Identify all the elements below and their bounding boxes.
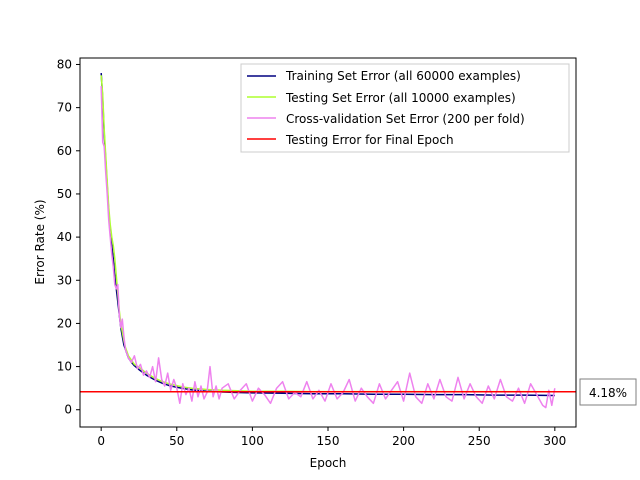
y-tick-label: 20: [57, 316, 72, 330]
y-tick-label: 50: [57, 187, 72, 201]
legend-label-final-epoch: Testing Error for Final Epoch: [285, 133, 454, 147]
legend-label-training: Training Set Error (all 60000 examples): [285, 69, 521, 83]
final-error-annotation: 4.18%: [579, 378, 637, 406]
y-tick-label: 60: [57, 144, 72, 158]
x-axis-label: Epoch: [310, 456, 347, 470]
y-tick-label: 80: [57, 57, 72, 71]
legend-label-cross-validation: Cross-validation Set Error (200 per fold…: [286, 112, 525, 126]
x-tick-label: 50: [169, 434, 184, 448]
legend: Training Set Error (all 60000 examples) …: [240, 63, 570, 153]
legend-label-testing: Testing Set Error (all 10000 examples): [285, 91, 516, 105]
y-tick-label: 10: [57, 360, 72, 374]
y-tick-label: 70: [57, 101, 72, 115]
final-error-annotation-box: [579, 378, 637, 406]
ticks: 0 50 100 150 200 250 300 0 10 20 30 40 50 60 70 80: [57, 57, 567, 448]
y-axis-label: Error Rate (%): [33, 199, 47, 284]
x-tick-label: 0: [97, 434, 105, 448]
x-tick-label: 300: [543, 434, 566, 448]
plot-content: [80, 73, 576, 409]
y-tick-label: 40: [57, 230, 72, 244]
final-error-annotation-text: 4.18%: [589, 386, 627, 400]
x-tick-label: 150: [317, 434, 340, 448]
x-tick-label: 250: [468, 434, 491, 448]
y-tick-label: 0: [64, 403, 72, 417]
legend-box: [240, 63, 570, 153]
x-tick-label: 200: [392, 434, 415, 448]
x-tick-label: 100: [241, 434, 264, 448]
y-tick-label: 30: [57, 273, 72, 287]
